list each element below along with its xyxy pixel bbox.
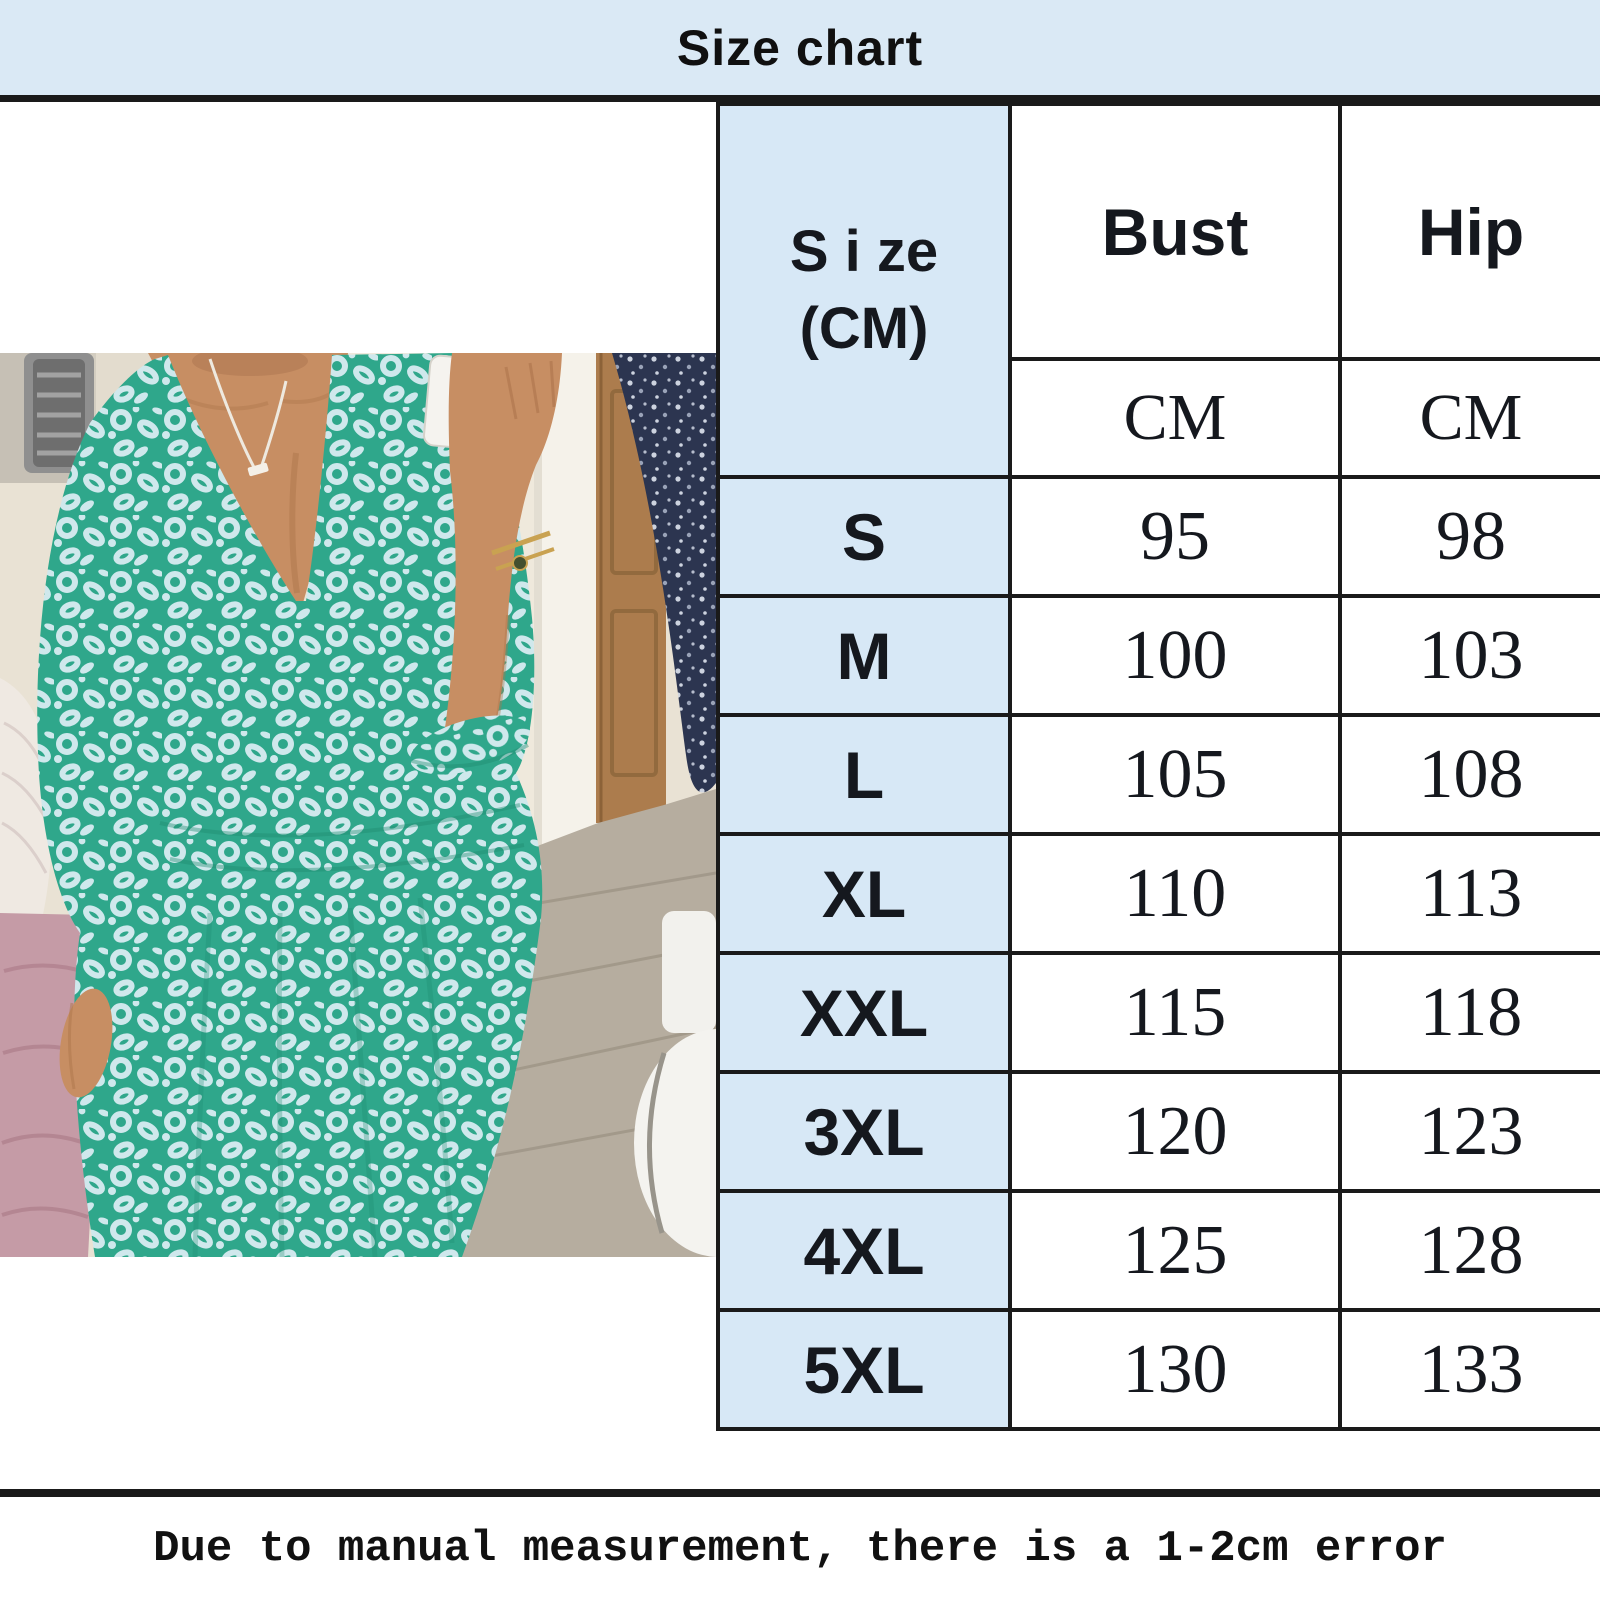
table-row: 3XL 120 123 [716, 1070, 1600, 1193]
table-row: L 105 108 [716, 713, 1600, 836]
size-col-header: S i ze (CM) [716, 102, 1012, 479]
product-photo [0, 346, 802, 1258]
table-row: XXL 115 118 [716, 951, 1600, 1074]
hip-value-cell: 123 [1338, 1070, 1600, 1193]
page-title: Size chart [676, 19, 924, 76]
hip-value-cell: 118 [1338, 951, 1600, 1074]
hip-col-header: Hip [1338, 102, 1600, 361]
hip-value-cell: 113 [1338, 832, 1600, 955]
size-label-cell: XXL [716, 951, 1012, 1074]
size-col-header-line2: (CM) [799, 295, 929, 361]
necklace [208, 358, 288, 477]
size-label-cell: 4XL [716, 1189, 1012, 1312]
hip-value-cell: 103 [1338, 594, 1600, 717]
size-label-cell: 5XL [716, 1308, 1012, 1431]
dress-cuff [410, 715, 530, 775]
hip-value-cell: 98 [1338, 475, 1600, 598]
bust-value-cell: 100 [1008, 594, 1342, 717]
table-row: M 100 103 [716, 594, 1600, 717]
table-row: 5XL 130 133 [716, 1308, 1600, 1431]
size-col-header-line1: S i ze [789, 218, 939, 284]
bust-value-cell: 115 [1008, 951, 1342, 1074]
hanging-garment [612, 353, 716, 793]
bust-value-cell: 105 [1008, 713, 1342, 836]
hip-value-cell: 108 [1338, 713, 1600, 836]
model-skin [148, 346, 348, 603]
bust-value-cell: 110 [1008, 832, 1342, 955]
size-label-cell: XL [716, 832, 1012, 955]
size-label-cell: L [716, 713, 1012, 836]
bust-unit-cell: CM [1008, 357, 1342, 479]
hip-value-cell: 133 [1338, 1308, 1600, 1431]
table-row: XL 110 113 [716, 832, 1600, 955]
size-table: S i ze (CM) Bust Hip CM CM S 95 98 M 100… [716, 102, 1600, 1431]
bust-value-cell: 95 [1008, 475, 1342, 598]
bust-value-cell: 125 [1008, 1189, 1342, 1312]
table-row: S 95 98 [716, 475, 1600, 598]
size-label-cell: S [716, 475, 1012, 598]
title-bar: Size chart [0, 0, 1600, 95]
bust-value-cell: 130 [1008, 1308, 1342, 1431]
bust-value-cell: 120 [1008, 1070, 1342, 1193]
hip-unit-cell: CM [1338, 357, 1600, 479]
divider-top [0, 95, 1600, 102]
footer: Due to manual measurement, there is a 1-… [0, 1497, 1600, 1600]
hip-value-cell: 128 [1338, 1189, 1600, 1312]
size-label-cell: M [716, 594, 1012, 717]
measurement-note: Due to manual measurement, there is a 1-… [153, 1523, 1447, 1574]
model-left-hand [59, 988, 113, 1098]
door-frame [534, 353, 598, 869]
mirror-frame [24, 353, 94, 473]
divider-bottom [0, 1489, 1600, 1497]
table-row: 4XL 125 128 [716, 1189, 1600, 1312]
bracelet [491, 530, 555, 571]
dress [37, 353, 543, 1258]
size-label-cell: 3XL [716, 1070, 1012, 1193]
bust-col-header: Bust [1008, 102, 1342, 361]
